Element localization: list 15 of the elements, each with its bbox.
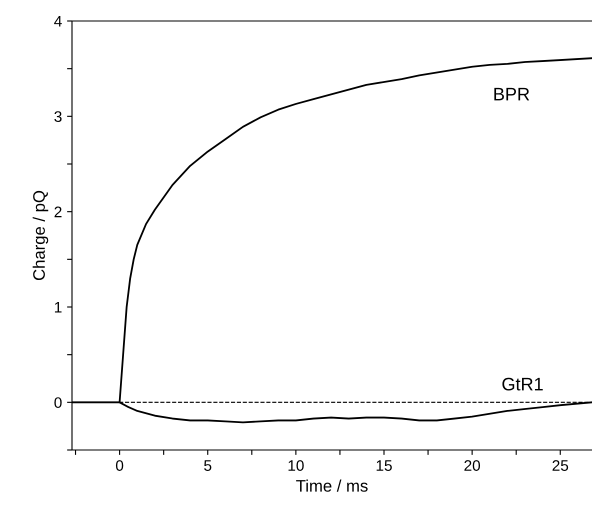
x-tick-label: 0 <box>116 460 124 471</box>
y-tick-label: 4 <box>54 16 62 27</box>
x-tick-label: 20 <box>464 460 480 471</box>
y-tick-label: 3 <box>54 111 62 122</box>
y-axis-title: Charge / pQ <box>32 190 48 280</box>
x-tick-label: 25 <box>552 460 568 471</box>
y-tick-label: 2 <box>54 206 62 218</box>
series-label: BPR <box>494 88 530 100</box>
x-tick-label: 5 <box>204 460 212 471</box>
x-axis-title: Time / ms <box>296 480 368 492</box>
y-tick-label: 1 <box>54 302 62 313</box>
x-tick-label: 10 <box>288 460 304 471</box>
series-label: GtR1 <box>502 378 543 391</box>
y-tick-label: 0 <box>54 397 62 408</box>
x-tick-label: 15 <box>376 460 392 471</box>
